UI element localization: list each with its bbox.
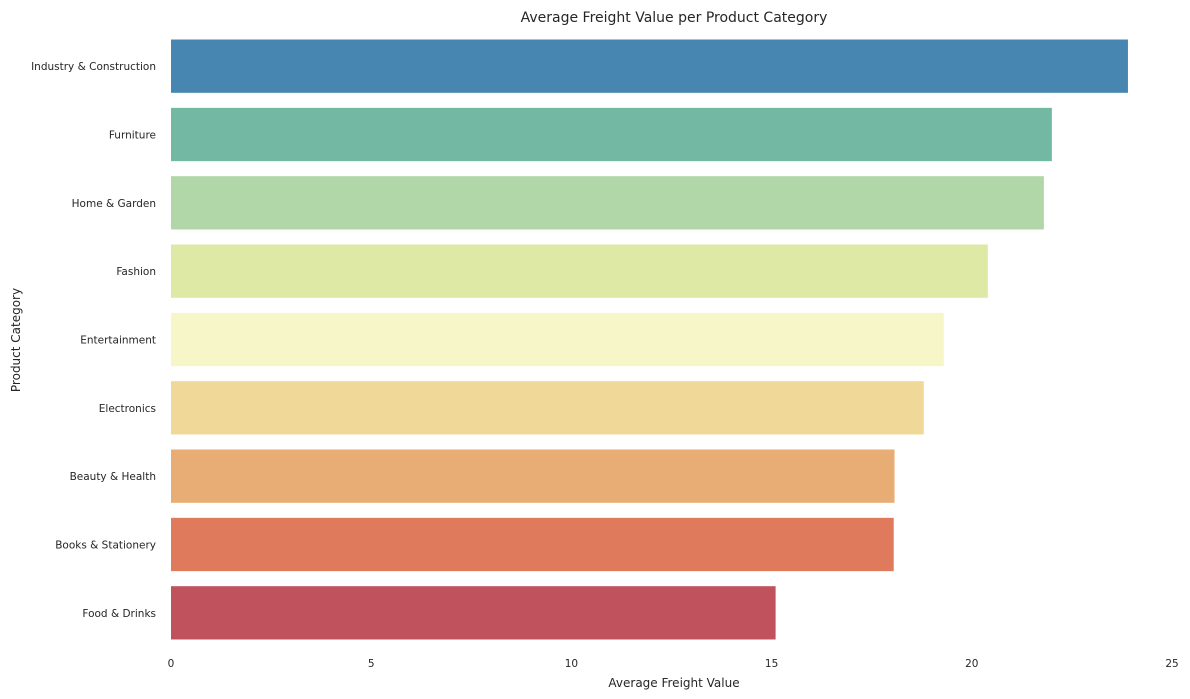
x-tick-label: 10 bbox=[565, 658, 578, 670]
bar bbox=[171, 39, 1128, 93]
y-axis-label: Product Category bbox=[9, 288, 23, 392]
x-axis-label: Average Freight Value bbox=[608, 676, 739, 690]
y-tick-label: Books & Stationery bbox=[55, 540, 156, 552]
x-tick-label: 5 bbox=[368, 658, 375, 670]
bar bbox=[171, 176, 1044, 230]
bar bbox=[171, 312, 944, 367]
x-tick-label: 25 bbox=[1165, 658, 1178, 670]
bar bbox=[171, 381, 924, 435]
y-tick-label: Food & Drinks bbox=[82, 608, 156, 620]
x-tick-label: 15 bbox=[765, 658, 778, 670]
bar bbox=[171, 107, 1052, 162]
y-tick-label: Electronics bbox=[99, 403, 156, 415]
bars-group bbox=[171, 39, 1128, 640]
y-tick-label: Beauty & Health bbox=[70, 471, 156, 483]
y-tick-label: Industry & Construction bbox=[31, 61, 156, 73]
y-tick-label: Fashion bbox=[116, 266, 156, 278]
y-tick-label: Entertainment bbox=[80, 335, 156, 347]
x-tick-label: 20 bbox=[965, 658, 978, 670]
y-tick-label: Home & Garden bbox=[72, 198, 156, 210]
bar bbox=[171, 244, 988, 298]
bar bbox=[171, 449, 895, 503]
chart-title: Average Freight Value per Product Catego… bbox=[521, 10, 828, 26]
bar bbox=[171, 517, 894, 572]
y-tick-labels: Industry & Construction Furniture Home & G… bbox=[31, 61, 156, 620]
x-tick-label: 0 bbox=[168, 658, 175, 670]
bar bbox=[171, 586, 776, 640]
y-tick-label: Furniture bbox=[109, 130, 156, 142]
x-tick-labels: 0 5 10 15 20 25 bbox=[168, 658, 1179, 670]
